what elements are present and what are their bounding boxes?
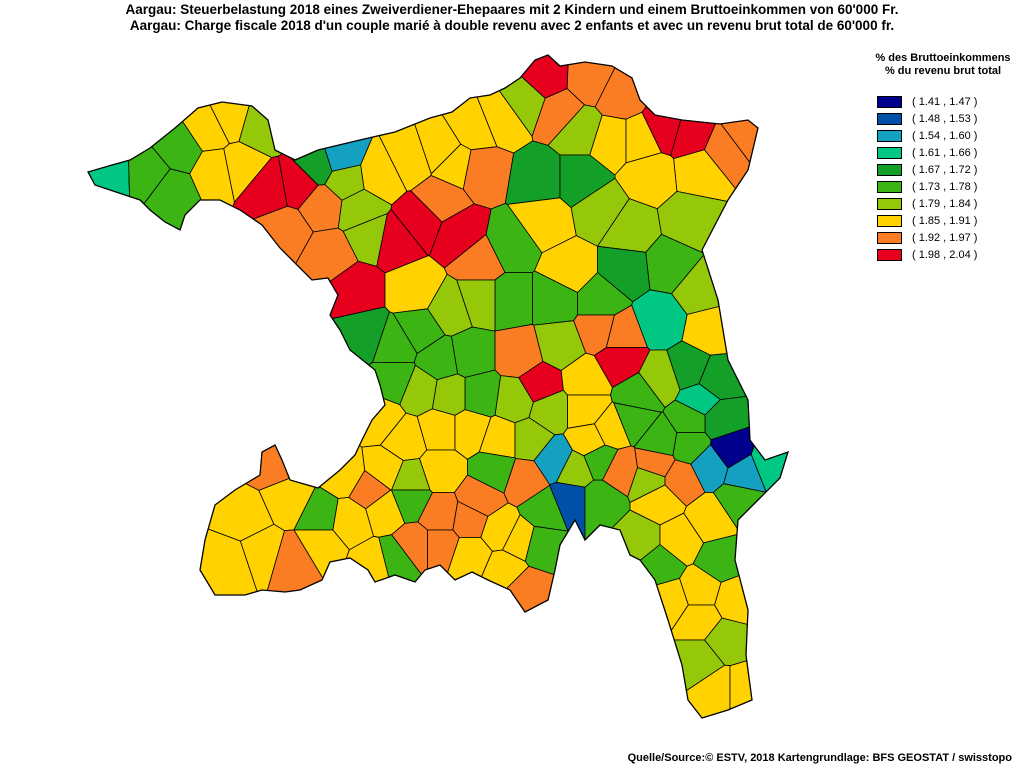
legend-label: ( 1.85 , 1.91 ) bbox=[912, 214, 978, 227]
legend-swatch bbox=[877, 112, 902, 125]
legend-swatch bbox=[877, 231, 902, 244]
municipality bbox=[243, 306, 390, 390]
municipality bbox=[573, 314, 615, 356]
legend-label: ( 1.41 , 1.47 ) bbox=[912, 95, 978, 108]
legend-title-de: % des Bruttoeinkommens bbox=[875, 52, 1011, 64]
legend-label: ( 1.48 , 1.53 ) bbox=[912, 112, 978, 125]
legend-item: ( 1.67 , 1.72 ) bbox=[877, 161, 977, 178]
map-title-fr: Aargau: Charge fiscale 2018 d'un couple … bbox=[129, 18, 895, 33]
municipality bbox=[88, 55, 131, 385]
legend-title-fr: % du revenu brut total bbox=[884, 65, 1002, 77]
legend-label: ( 1.54 , 1.60 ) bbox=[912, 129, 978, 142]
municipality bbox=[638, 349, 681, 408]
legend-item: ( 1.98 , 2.04 ) bbox=[877, 246, 977, 263]
legend-label: ( 1.92 , 1.97 ) bbox=[912, 231, 978, 244]
legend-label: ( 1.98 , 2.04 ) bbox=[912, 248, 978, 261]
legend-label: ( 1.73 , 1.78 ) bbox=[912, 180, 978, 193]
legend-swatch bbox=[877, 197, 902, 210]
municipality bbox=[594, 55, 688, 120]
legend-item: ( 1.73 , 1.78 ) bbox=[877, 178, 977, 195]
source-credit: Quelle/Source:© ESTV, 2018 Kartengrundla… bbox=[627, 752, 1012, 764]
legend-item: ( 1.61 , 1.66 ) bbox=[877, 144, 977, 161]
map-title-de: Aargau: Steuerbelastung 2018 eines Zweiv… bbox=[125, 2, 899, 17]
legend-swatch bbox=[877, 214, 902, 227]
legend-swatch bbox=[877, 163, 902, 176]
municipality bbox=[464, 369, 502, 418]
municipality bbox=[634, 664, 731, 718]
legend-swatch bbox=[877, 129, 902, 142]
municipality bbox=[181, 205, 314, 345]
municipality bbox=[451, 326, 496, 378]
legend-label: ( 1.61 , 1.66 ) bbox=[912, 146, 978, 159]
legend-label: ( 1.79 , 1.84 ) bbox=[912, 197, 978, 210]
municipality bbox=[698, 346, 788, 401]
legend-swatch bbox=[877, 180, 902, 193]
municipality bbox=[555, 449, 594, 488]
legend-item: ( 1.54 , 1.60 ) bbox=[877, 127, 977, 144]
municipality bbox=[562, 423, 606, 457]
legend-swatch bbox=[877, 248, 902, 261]
legend-item: ( 1.48 , 1.53 ) bbox=[877, 110, 977, 127]
municipality bbox=[238, 55, 334, 158]
legend-item: ( 1.92 , 1.97 ) bbox=[877, 229, 977, 246]
municipality bbox=[494, 272, 533, 332]
legend-swatch bbox=[877, 146, 902, 159]
legend-swatch bbox=[877, 95, 902, 108]
canton-outline bbox=[87, 54, 789, 719]
legend-item: ( 1.41 , 1.47 ) bbox=[877, 93, 977, 110]
municipality-layer bbox=[88, 55, 788, 718]
municipality bbox=[410, 175, 475, 223]
municipality bbox=[88, 341, 320, 491]
municipality bbox=[88, 397, 275, 542]
legend-label: ( 1.67 , 1.72 ) bbox=[912, 163, 978, 176]
legend: ( 1.41 , 1.47 ) ( 1.48 , 1.53 ) ( 1.54 , 1… bbox=[877, 93, 977, 263]
municipality bbox=[634, 447, 676, 478]
legend-item: ( 1.79 , 1.84 ) bbox=[877, 195, 977, 212]
legend-item: ( 1.85 , 1.91 ) bbox=[877, 212, 977, 229]
municipality bbox=[424, 565, 598, 718]
